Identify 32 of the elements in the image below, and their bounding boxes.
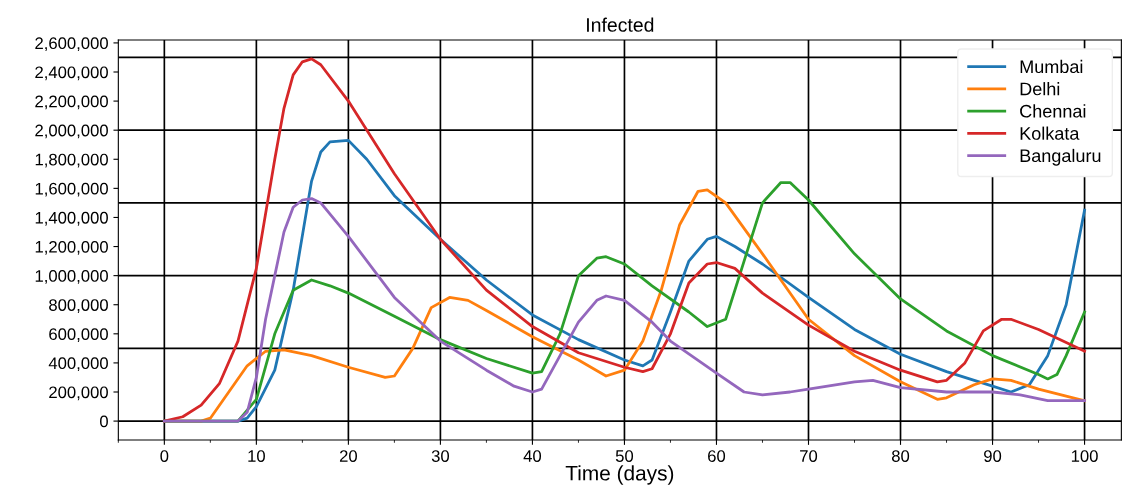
x-tick-label: 100 <box>1071 450 1098 462</box>
y-tick-label: 1,200,000 <box>35 240 108 255</box>
y-tick-label: 600,000 <box>49 328 108 342</box>
x-tick-label: 90 <box>984 450 1002 462</box>
x-tick-label: 20 <box>339 450 358 462</box>
y-tick-label: 2,600,000 <box>35 37 108 52</box>
legend-label: Chennai <box>1020 104 1086 118</box>
y-tick-label: 1,000,000 <box>35 270 108 284</box>
x-tick-label: 80 <box>891 450 910 462</box>
y-tick-label: 2,400,000 <box>35 66 108 81</box>
x-axis-title: Time (days) <box>565 465 674 485</box>
chart-title: Infected <box>587 17 654 32</box>
x-tick-label: 50 <box>615 450 634 462</box>
y-tick-label: 0 <box>100 415 108 428</box>
x-tick-label: 40 <box>523 450 542 462</box>
x-tick-label: 60 <box>708 450 726 462</box>
legend-label: Delhi <box>1020 82 1060 96</box>
y-tick-label: 1,800,000 <box>35 153 108 168</box>
y-tick-label: 2,200,000 <box>35 95 108 110</box>
y-tick-label: 400,000 <box>48 357 108 372</box>
y-tick-label: 1,600,000 <box>35 182 108 197</box>
legend-label: Bangaluru <box>1020 148 1101 166</box>
legend-label: Mumbai <box>1020 59 1083 74</box>
legend-label: Kolkata <box>1020 126 1080 140</box>
x-tick-label: 30 <box>431 450 450 462</box>
y-tick-label: 1,400,000 <box>35 211 108 226</box>
x-tick-label: 70 <box>800 450 818 462</box>
x-tick-label: 0 <box>160 450 169 462</box>
y-tick-label: 800,000 <box>49 299 108 313</box>
x-tick-label: 10 <box>248 450 265 462</box>
y-tick-label: 200,000 <box>49 386 108 401</box>
y-tick-label: 2,000,000 <box>35 124 108 139</box>
